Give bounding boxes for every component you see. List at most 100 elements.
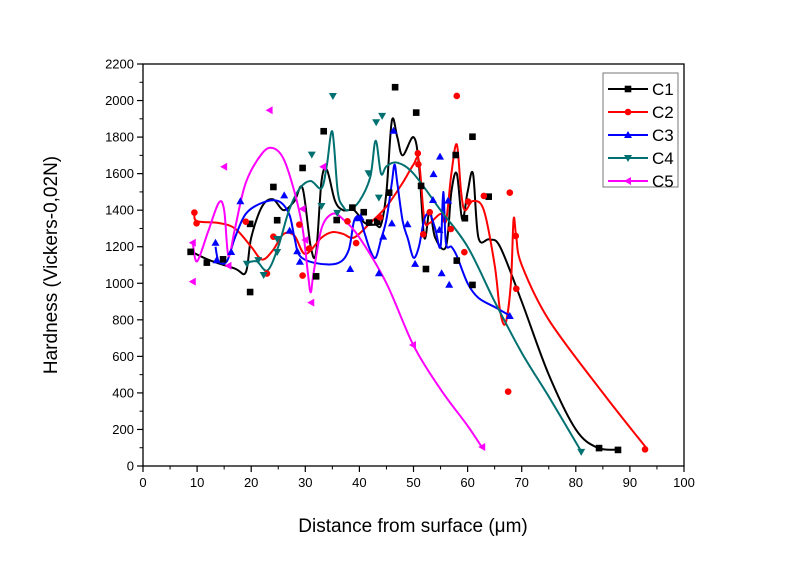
data-point-c1: [270, 183, 277, 191]
x-axis-title: Distance from surface (μm): [298, 516, 528, 537]
data-point-c2: [305, 245, 313, 252]
data-point-c4: [378, 112, 387, 120]
data-point-c1: [299, 164, 306, 172]
data-point-c1: [349, 204, 356, 211]
data-point-c5: [265, 106, 273, 115]
data-point-c5: [220, 162, 228, 171]
legend-marker-c3: [624, 131, 632, 138]
data-point-c1: [373, 218, 381, 225]
legend-marker-c4: [624, 155, 632, 162]
legend-marker-c5: [624, 177, 631, 185]
data-point-c3: [295, 257, 304, 265]
data-point-c4: [317, 202, 326, 210]
data-point-c2: [447, 225, 455, 233]
data-point-c1: [595, 444, 603, 452]
data-point-c3: [387, 219, 396, 227]
y-tick-label: 1000: [105, 276, 134, 291]
x-tick-label: 20: [244, 475, 258, 490]
data-point-c1: [246, 220, 254, 228]
data-point-c1: [246, 288, 254, 296]
data-point-c1: [385, 189, 393, 196]
data-point-c3: [346, 265, 355, 273]
x-tick-label: 30: [298, 475, 312, 490]
data-point-c2: [480, 192, 488, 200]
data-point-c4: [577, 448, 586, 456]
legend-box: [602, 72, 679, 188]
data-point-c3: [435, 225, 444, 233]
data-point-c3: [445, 280, 454, 288]
data-point-c1: [273, 216, 281, 224]
y-tick-label: 2000: [105, 93, 134, 108]
data-point-c4: [254, 257, 263, 265]
x-tick-label: 70: [514, 475, 528, 490]
data-point-c4: [259, 272, 268, 280]
data-point-c2: [461, 248, 468, 256]
data-point-c1: [203, 259, 211, 266]
data-point-c4: [374, 194, 383, 202]
fit-curve-c5: [191, 146, 484, 449]
data-point-c3: [389, 126, 398, 134]
data-point-c2: [512, 285, 520, 293]
y-tick-label: 1200: [105, 239, 134, 254]
data-point-c2: [512, 232, 520, 240]
data-point-c1: [469, 133, 476, 141]
fit-curves: [188, 117, 647, 452]
data-point-c3: [379, 232, 388, 240]
data-point-c2: [414, 150, 422, 157]
data-point-c5: [478, 442, 486, 451]
data-point-c4: [328, 92, 337, 100]
data-point-c4: [372, 119, 381, 127]
fit-curve-c2: [193, 143, 647, 449]
legend-label-c1: C1: [652, 80, 674, 99]
data-point-c1: [485, 193, 492, 200]
data-point-c1: [365, 219, 373, 226]
data-point-c3: [356, 213, 365, 221]
legend-label-c4: C4: [652, 149, 674, 168]
data-point-c2: [193, 220, 200, 227]
x-tick-label: 80: [569, 475, 583, 490]
data-point-c1: [333, 216, 340, 224]
data-point-c3: [280, 191, 289, 199]
y-tick-label: 1400: [105, 203, 134, 218]
y-tick-label: 1800: [105, 130, 134, 145]
x-tick-label: 10: [190, 475, 204, 490]
data-point-c2: [504, 388, 512, 395]
fit-curve-c4: [245, 130, 583, 452]
data-point-c1: [614, 446, 622, 454]
data-point-c2: [453, 92, 461, 100]
data-point-c2: [641, 446, 649, 453]
legend: C1 C2 C3 C4 C5: [602, 72, 679, 191]
legend-marker-c2: [624, 108, 632, 116]
x-tick-label: 60: [460, 475, 474, 490]
legend-label-c2: C2: [652, 103, 674, 122]
data-point-c3: [211, 238, 220, 246]
data-point-c2: [296, 221, 303, 228]
data-point-c1: [360, 208, 368, 216]
data-point-c3: [444, 196, 453, 204]
data-point-c5: [307, 298, 315, 307]
data-point-c4: [307, 151, 316, 159]
data-point-c1: [469, 281, 476, 289]
data-point-c3: [285, 226, 294, 234]
data-point-c4: [364, 170, 373, 178]
x-tick-label: 50: [406, 475, 420, 490]
data-point-c1: [422, 265, 430, 273]
data-point-c1: [412, 109, 420, 116]
y-tick-label: 400: [112, 385, 134, 400]
data-point-c5: [224, 261, 232, 270]
data-point-c1: [312, 273, 320, 280]
data-point-c3: [227, 248, 236, 256]
data-point-c5: [319, 162, 327, 171]
data-point-c2: [506, 189, 514, 196]
data-point-c2: [376, 214, 384, 221]
data-point-c3: [236, 197, 245, 205]
fit-curve-c1: [188, 117, 620, 451]
data-point-c2: [426, 208, 434, 216]
data-point-c2: [464, 198, 472, 205]
data-point-c5: [301, 235, 309, 244]
data-point-c1: [219, 256, 227, 263]
data-point-c2: [419, 231, 427, 238]
data-point-c1: [453, 257, 461, 264]
data-point-c1: [452, 151, 459, 159]
